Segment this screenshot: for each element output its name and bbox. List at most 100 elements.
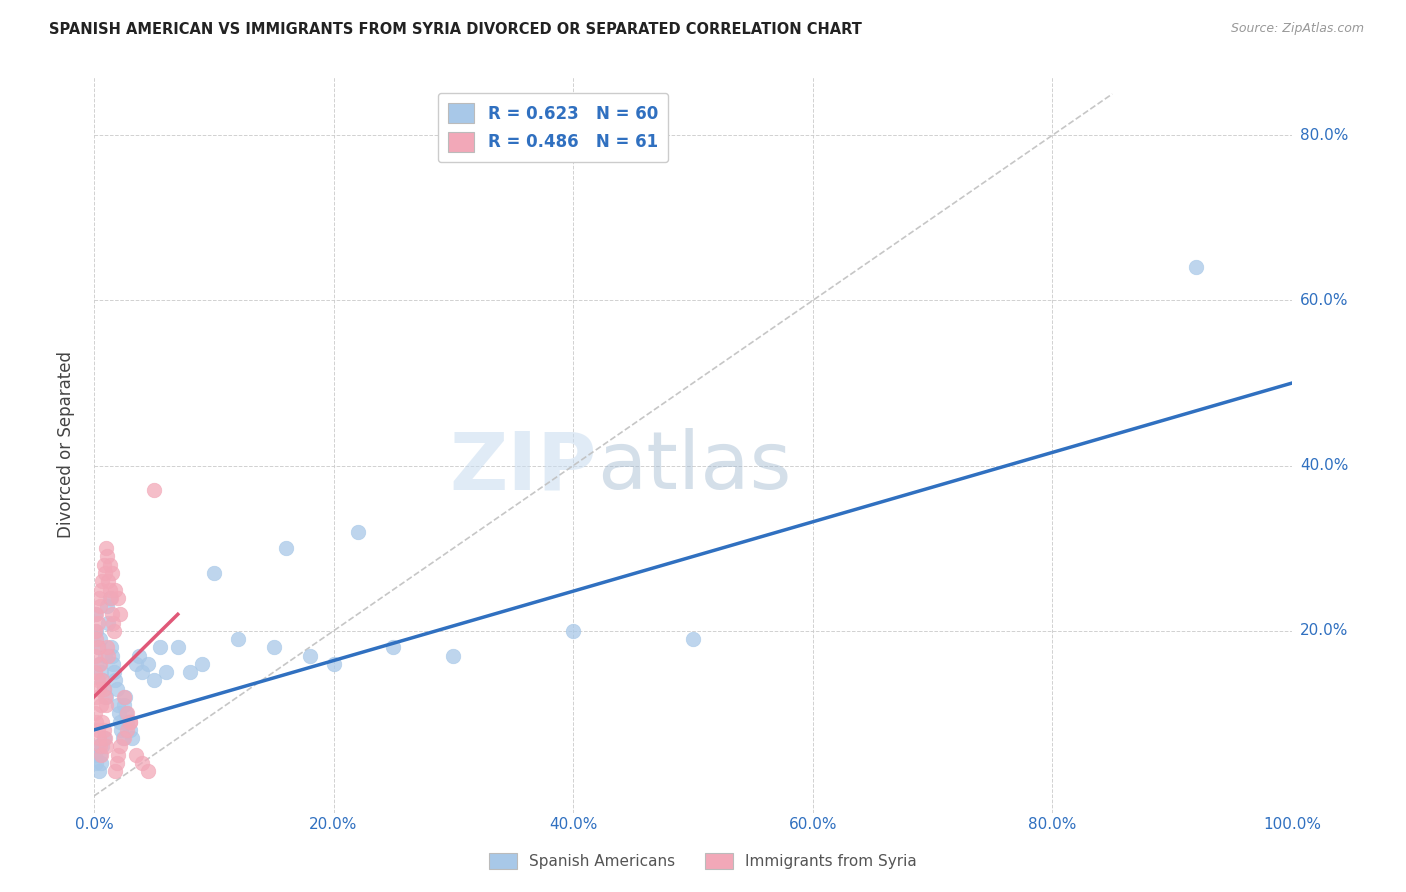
Point	[562, 624, 585, 638]
Point	[110, 723, 132, 737]
Point	[89, 657, 111, 671]
Point	[382, 640, 405, 655]
Point	[91, 673, 114, 688]
Point	[117, 706, 139, 721]
Point	[274, 541, 297, 556]
Point	[117, 723, 139, 737]
Point	[131, 665, 153, 680]
Point	[107, 747, 129, 762]
Point	[118, 714, 141, 729]
Point	[125, 747, 148, 762]
Point	[118, 714, 141, 729]
Point	[93, 731, 115, 746]
Point	[90, 747, 112, 762]
Text: SPANISH AMERICAN VS IMMIGRANTS FROM SYRIA DIVORCED OR SEPARATED CORRELATION CHAR: SPANISH AMERICAN VS IMMIGRANTS FROM SYRI…	[49, 22, 862, 37]
Point	[84, 607, 107, 622]
Point	[190, 657, 212, 671]
Point	[90, 756, 112, 770]
Legend: R = 0.623   N = 60, R = 0.486   N = 61: R = 0.623 N = 60, R = 0.486 N = 61	[437, 93, 668, 162]
Point	[101, 566, 124, 580]
Point	[136, 764, 159, 779]
Point	[104, 582, 127, 597]
Point	[263, 640, 285, 655]
Point	[91, 714, 114, 729]
Point	[142, 673, 165, 688]
Point	[90, 582, 112, 597]
Point	[101, 615, 124, 630]
Point	[89, 747, 111, 762]
Point	[86, 640, 108, 655]
Point	[93, 690, 115, 704]
Text: 40.0%: 40.0%	[1301, 458, 1348, 473]
Point	[125, 657, 148, 671]
Point	[100, 591, 122, 605]
Point	[90, 698, 112, 713]
Point	[96, 549, 118, 564]
Point	[89, 599, 111, 613]
Point	[179, 665, 201, 680]
Y-axis label: Divorced or Separated: Divorced or Separated	[58, 351, 75, 539]
Point	[101, 648, 124, 663]
Point	[97, 574, 120, 589]
Text: atlas: atlas	[598, 428, 792, 506]
Point	[107, 591, 129, 605]
Point	[93, 558, 115, 572]
Point	[108, 706, 131, 721]
Point	[86, 673, 108, 688]
Point	[103, 624, 125, 638]
Point	[112, 731, 135, 746]
Point	[93, 731, 115, 746]
Point	[93, 681, 115, 696]
Point	[96, 640, 118, 655]
Point	[202, 566, 225, 580]
Text: ZIP: ZIP	[450, 428, 598, 506]
Point	[110, 714, 132, 729]
Point	[98, 558, 121, 572]
Point	[84, 747, 107, 762]
Point	[110, 739, 132, 754]
Point	[1185, 260, 1208, 275]
Point	[86, 624, 108, 638]
Point	[86, 615, 108, 630]
Point	[86, 714, 108, 729]
Point	[105, 756, 128, 770]
Point	[90, 665, 112, 680]
Point	[128, 648, 150, 663]
Point	[111, 731, 134, 746]
Point	[84, 648, 107, 663]
Point	[86, 690, 108, 704]
Point	[112, 698, 135, 713]
Point	[226, 632, 249, 646]
Point	[100, 640, 122, 655]
Point	[107, 698, 129, 713]
Legend: Spanish Americans, Immigrants from Syria: Spanish Americans, Immigrants from Syria	[482, 847, 924, 875]
Point	[93, 566, 115, 580]
Point	[105, 681, 128, 696]
Point	[104, 764, 127, 779]
Point	[86, 640, 108, 655]
Point	[136, 657, 159, 671]
Point	[93, 681, 115, 696]
Text: 20.0%: 20.0%	[1301, 624, 1348, 639]
Point	[94, 739, 117, 754]
Text: 60.0%: 60.0%	[1301, 293, 1348, 308]
Point	[98, 582, 121, 597]
Point	[89, 632, 111, 646]
Point	[91, 673, 114, 688]
Point	[86, 723, 108, 737]
Point	[114, 690, 136, 704]
Point	[94, 690, 117, 704]
Point	[87, 681, 110, 696]
Point	[131, 756, 153, 770]
Point	[149, 640, 172, 655]
Point	[84, 706, 107, 721]
Point	[155, 665, 177, 680]
Point	[96, 599, 118, 613]
Point	[115, 706, 138, 721]
Point	[94, 541, 117, 556]
Point	[91, 739, 114, 754]
Point	[441, 648, 464, 663]
Point	[101, 607, 124, 622]
Point	[142, 483, 165, 498]
Point	[87, 764, 110, 779]
